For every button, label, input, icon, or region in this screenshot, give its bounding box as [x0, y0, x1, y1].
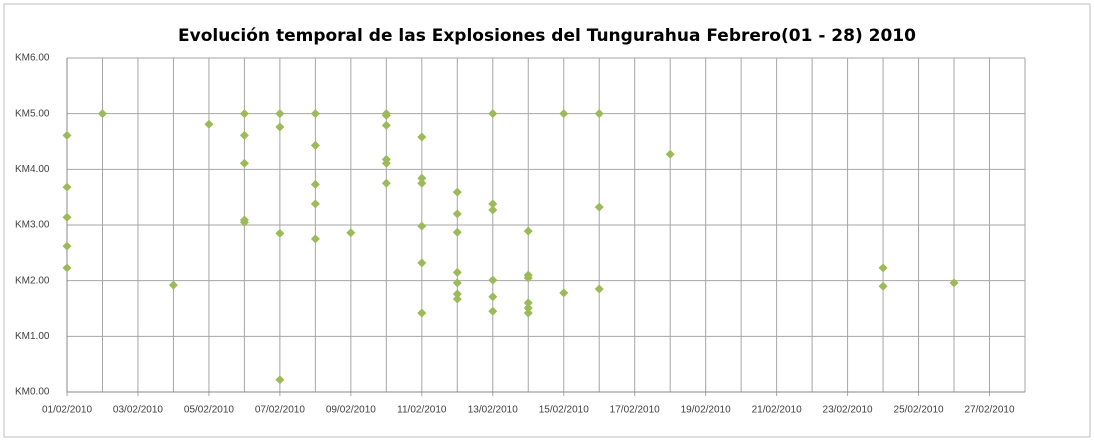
data-point [310, 109, 320, 119]
chart-border [3, 3, 1091, 438]
data-point [204, 119, 214, 129]
x-tick-label: 15/02/2010 [539, 405, 589, 416]
x-tick-label: 19/02/2010 [681, 405, 731, 416]
data-point [417, 221, 427, 231]
data-point [452, 278, 462, 288]
data-point [417, 173, 427, 183]
x-tick-label: 25/02/2010 [894, 405, 944, 416]
y-tick-label: KM0.00 [15, 387, 50, 398]
data-point [452, 294, 462, 304]
data-point [559, 109, 569, 119]
data-point [97, 109, 107, 119]
data-point [452, 209, 462, 219]
x-tick-label: 01/02/2010 [42, 405, 92, 416]
data-point [239, 158, 249, 168]
data-point [62, 182, 72, 192]
data-point [594, 284, 604, 294]
data-point [878, 281, 888, 291]
data-point [381, 110, 391, 120]
data-point [381, 178, 391, 188]
data-point [239, 130, 249, 140]
data-point [559, 288, 569, 298]
y-tick-label: KM6.00 [15, 53, 50, 64]
data-point [381, 120, 391, 130]
data-point [488, 275, 498, 285]
data-point [523, 226, 533, 236]
data-point [452, 289, 462, 299]
data-point [310, 179, 320, 189]
x-tick-label: 03/02/2010 [113, 405, 163, 416]
data-point [62, 212, 72, 222]
data-point [488, 199, 498, 209]
data-point [417, 132, 427, 142]
data-point [275, 109, 285, 119]
data-point [417, 258, 427, 268]
data-point [62, 241, 72, 251]
data-point [523, 298, 533, 308]
data-point [310, 199, 320, 209]
data-point [452, 267, 462, 277]
x-tick-label: 09/02/2010 [326, 405, 376, 416]
y-tick-label: KM5.00 [15, 108, 50, 119]
data-point [168, 280, 178, 290]
data-point [523, 273, 533, 283]
data-point [417, 178, 427, 188]
data-point [417, 308, 427, 318]
data-point [488, 306, 498, 316]
data-point [594, 202, 604, 212]
x-tick-label: 11/02/2010 [397, 405, 447, 416]
x-tick-label: 27/02/2010 [964, 405, 1014, 416]
data-point [381, 158, 391, 168]
x-tick-label: 17/02/2010 [610, 405, 660, 416]
data-point [346, 228, 356, 238]
data-point [275, 375, 285, 385]
data-point [275, 122, 285, 132]
data-point [310, 140, 320, 150]
data-point [488, 109, 498, 119]
y-tick-label: KM4.00 [15, 164, 50, 175]
x-tick-label: 07/02/2010 [255, 405, 305, 416]
data-point [488, 205, 498, 215]
data-point [452, 227, 462, 237]
x-tick-label: 05/02/2010 [184, 405, 234, 416]
data-point [878, 263, 888, 273]
data-point [665, 149, 675, 159]
y-tick-label: KM3.00 [15, 220, 50, 231]
data-point [523, 308, 533, 318]
data-point [523, 303, 533, 313]
y-tick-label: KM1.00 [15, 331, 50, 342]
data-point [62, 263, 72, 273]
chart-title: Evolución temporal de las Explosiones de… [178, 26, 916, 46]
data-point [275, 228, 285, 238]
data-point [310, 234, 320, 244]
data-point [239, 109, 249, 119]
x-tick-label: 23/02/2010 [823, 405, 873, 416]
data-point [949, 278, 959, 288]
data-point [452, 187, 462, 197]
data-point [488, 292, 498, 302]
x-tick-label: 21/02/2010 [752, 405, 802, 416]
data-point [62, 130, 72, 140]
data-point [239, 217, 249, 227]
x-tick-label: 13/02/2010 [468, 405, 518, 416]
y-tick-label: KM2.00 [15, 275, 50, 286]
data-point [594, 109, 604, 119]
